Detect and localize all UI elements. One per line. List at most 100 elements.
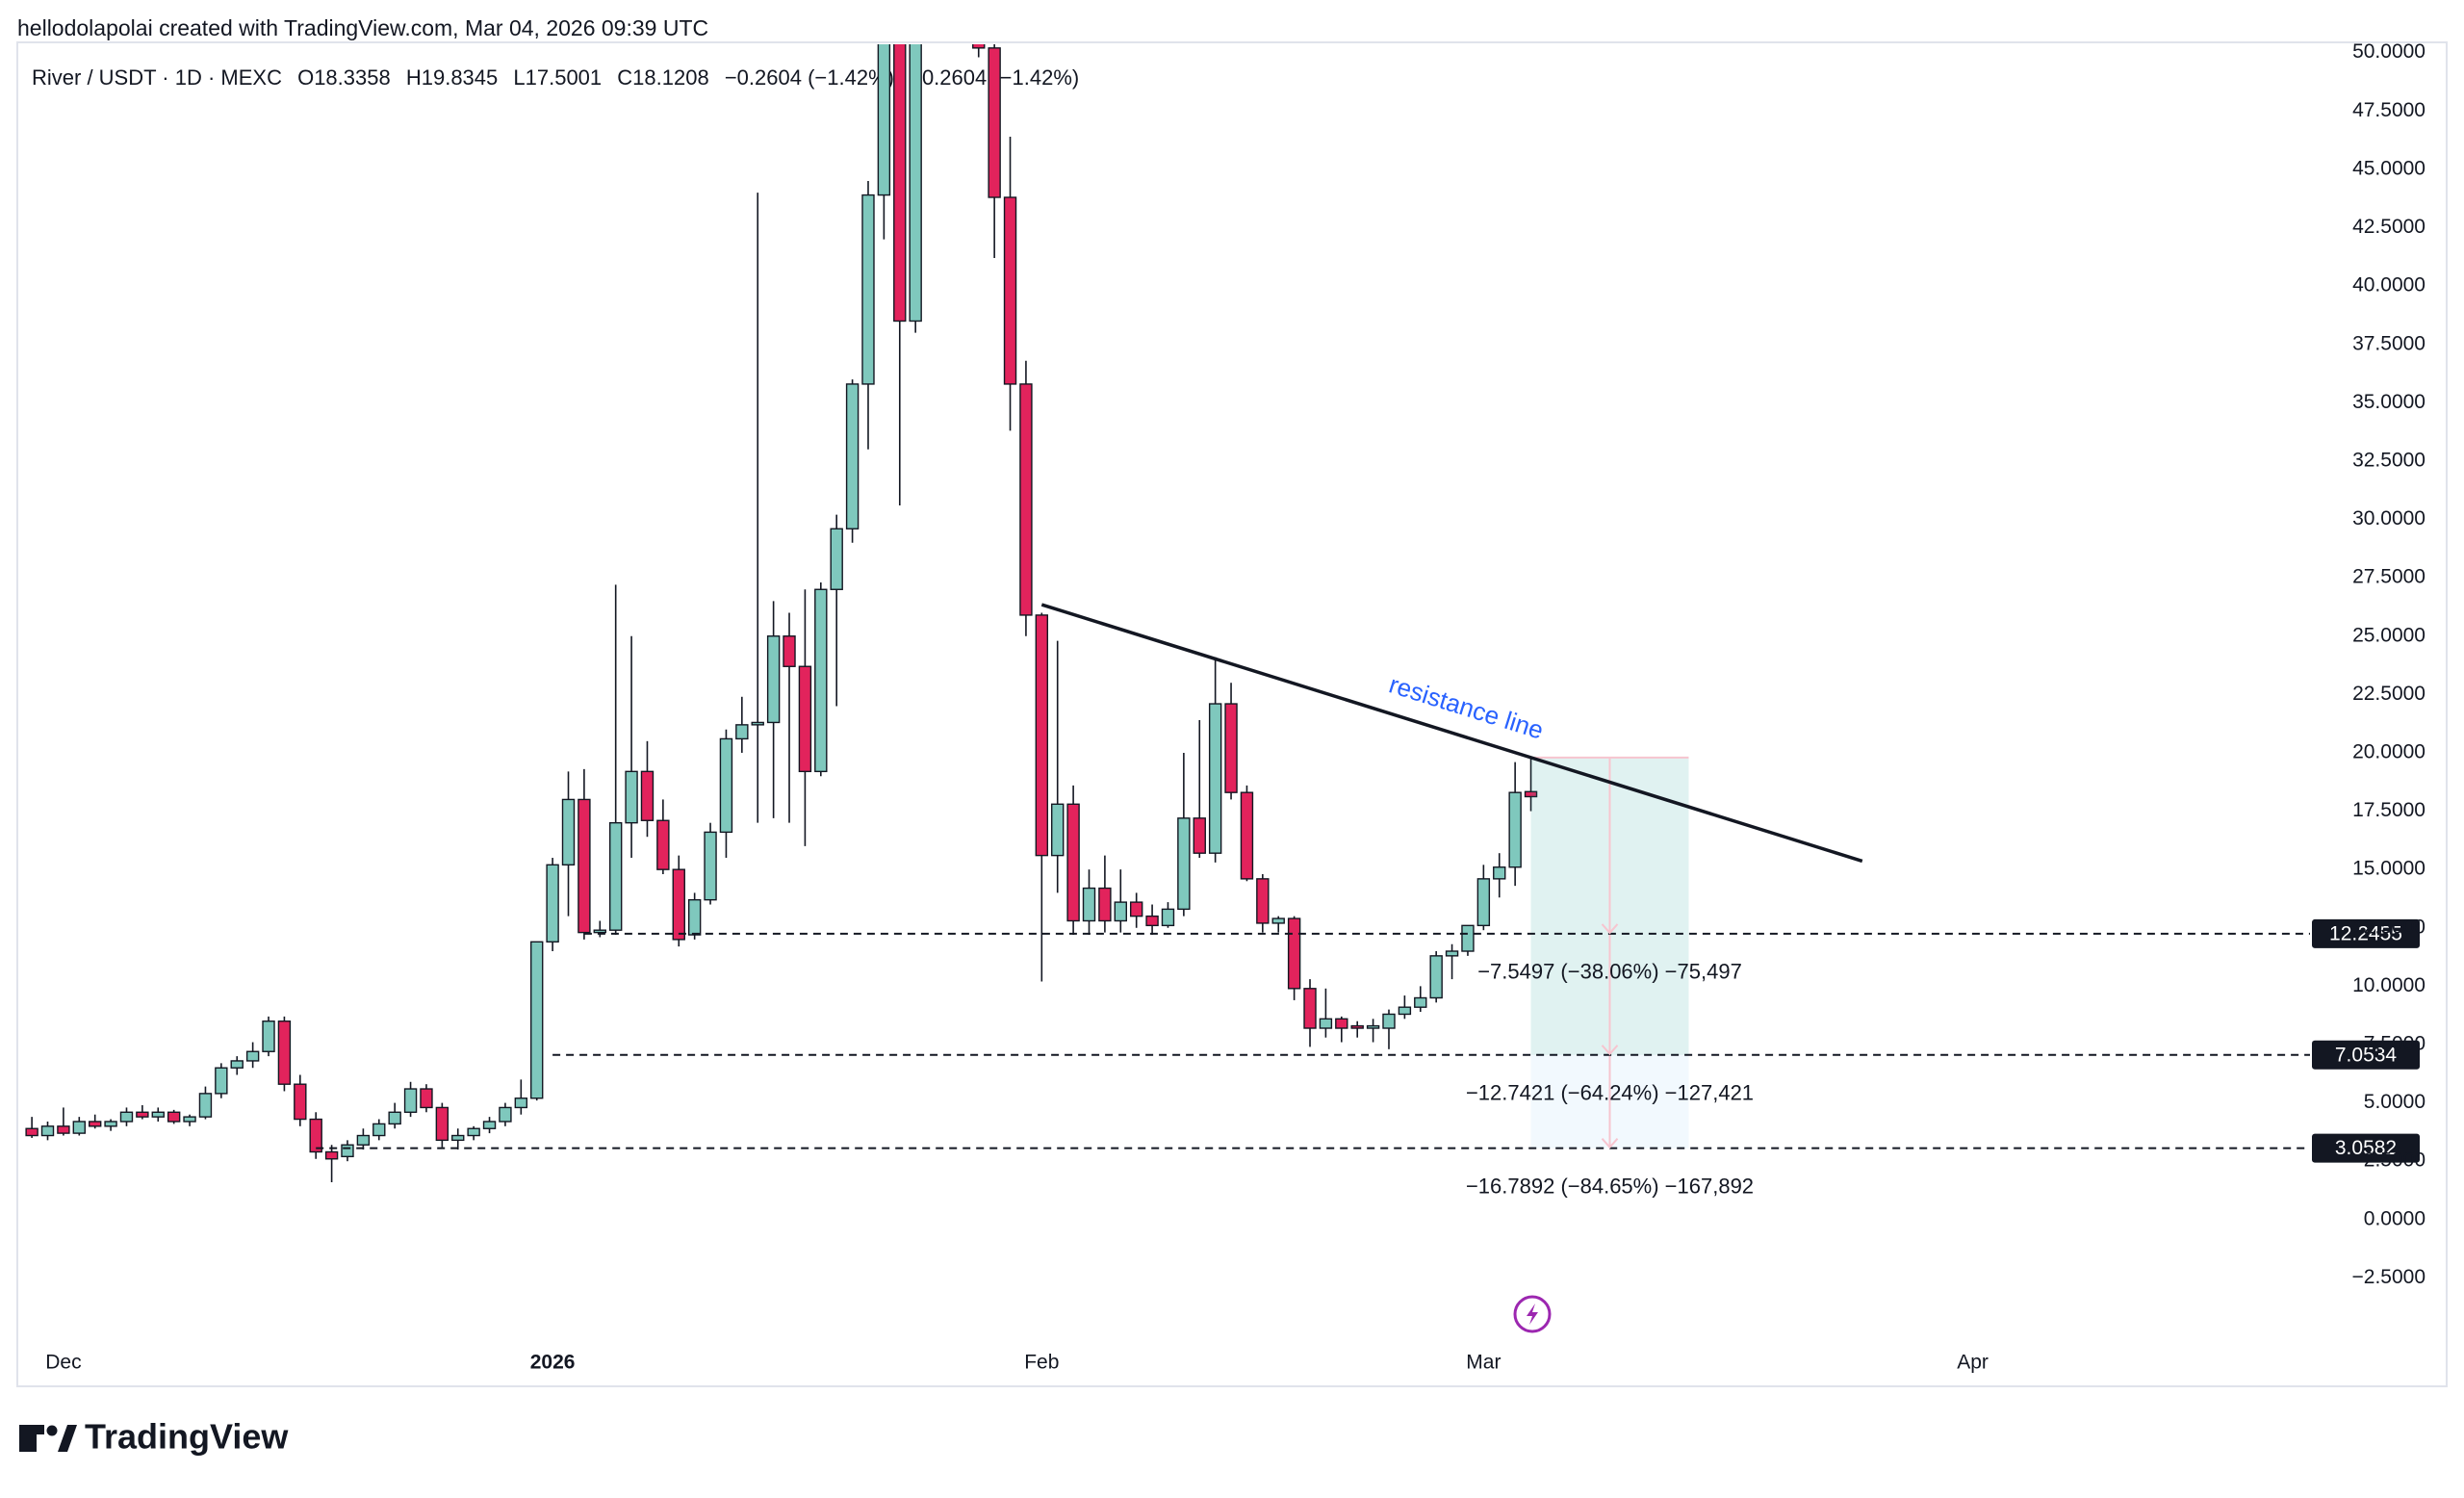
measure-label: −12.7421 (−64.24%) −127,421	[1466, 1081, 1754, 1105]
candle-body	[1461, 924, 1475, 952]
x-tick-label: 2026	[530, 1352, 576, 1374]
candle-body	[119, 1111, 134, 1123]
y-tick-label: 2.5000	[2364, 1149, 2426, 1172]
candle-body	[1335, 1018, 1348, 1029]
x-tick-label: Mar	[1466, 1352, 1501, 1374]
measure-label: −16.7892 (−84.65%) −167,892	[1466, 1174, 1754, 1198]
candle-body	[578, 798, 591, 934]
candle-body	[57, 1125, 70, 1134]
candle-body	[1224, 703, 1238, 793]
candle-body	[25, 1127, 38, 1137]
chart-frame	[16, 41, 2448, 1387]
candle-body	[1003, 196, 1017, 385]
candle-body	[499, 1106, 512, 1123]
candle-body	[1476, 878, 1491, 927]
candle-body	[1193, 817, 1206, 854]
y-tick-label: 22.5000	[2352, 683, 2426, 705]
y-tick-label: 47.5000	[2352, 99, 2426, 121]
candle-body	[167, 1111, 181, 1123]
candle-body	[719, 737, 733, 834]
y-tick-label: 30.0000	[2352, 507, 2426, 529]
brand-logo	[19, 1425, 77, 1452]
candle-body	[957, 0, 968, 6]
y-tick-label: 7.5000	[2364, 1033, 2426, 1055]
candle-body	[1114, 901, 1127, 922]
candle-body	[435, 1106, 449, 1142]
candle-body	[88, 1121, 102, 1127]
replay-icon[interactable]	[1513, 1295, 1552, 1333]
chart-header: hellodolapolai created with TradingView.…	[17, 15, 708, 40]
y-tick-label: 37.5000	[2352, 332, 2426, 354]
y-tick-label: 35.0000	[2352, 391, 2426, 413]
candle-body	[988, 47, 1001, 198]
candle-body	[1066, 803, 1080, 922]
candle-body	[1493, 866, 1506, 880]
candle-body	[1319, 1018, 1333, 1029]
price-label: 12.2455	[2329, 922, 2402, 944]
candle-body	[1208, 703, 1222, 854]
x-tick-label: Dec	[45, 1352, 81, 1374]
candle-body	[403, 1088, 418, 1113]
candle-body	[230, 1060, 244, 1069]
candle-body	[294, 1083, 307, 1121]
candle-body	[1429, 955, 1443, 999]
brand-name: TradingView	[85, 1417, 289, 1457]
candle-body	[1161, 908, 1175, 927]
candle-body	[277, 1020, 292, 1085]
legend-high: H19.8345	[406, 65, 498, 90]
y-tick-label: 40.0000	[2352, 274, 2426, 297]
candle-body	[530, 941, 544, 1099]
candle-body	[372, 1123, 386, 1137]
y-tick-label: 20.0000	[2352, 740, 2426, 762]
y-tick-label: 32.5000	[2352, 449, 2426, 471]
candle-body	[687, 898, 702, 936]
candle-body	[640, 770, 654, 821]
candle-body	[893, 44, 907, 323]
candle-body	[514, 1098, 528, 1109]
candle-body	[151, 1111, 165, 1118]
candle-body	[1398, 1006, 1412, 1016]
trend-line	[1040, 603, 1863, 864]
measure-arrow	[1601, 1137, 1619, 1149]
y-tick-label: −2.5000	[2352, 1266, 2426, 1288]
candle-body	[704, 831, 717, 901]
legend-open: O18.3358	[297, 65, 391, 90]
x-tick-label: Apr	[1957, 1352, 1989, 1374]
y-tick-label: 17.5000	[2352, 799, 2426, 821]
x-tick-label: Feb	[1024, 1352, 1059, 1374]
candle-body	[735, 724, 749, 740]
y-tick-label: 50.0000	[2352, 40, 2426, 63]
candle-body	[656, 819, 670, 870]
candle-body	[420, 1088, 433, 1109]
legend-low: L17.5001	[513, 65, 602, 90]
candle-body	[909, 44, 922, 323]
candle-body	[1445, 950, 1459, 957]
candle-body	[1082, 887, 1096, 922]
candle-body	[972, 44, 986, 49]
candle-body	[845, 383, 860, 529]
candle-body	[198, 1093, 213, 1118]
candle-body	[546, 864, 559, 943]
candle-body	[1350, 1024, 1364, 1029]
candle-body	[1256, 878, 1270, 924]
y-tick-label: 15.0000	[2352, 858, 2426, 880]
price-label-box	[2312, 1040, 2420, 1070]
candle-body	[1145, 915, 1159, 927]
candle-body	[341, 1144, 354, 1158]
candle-body	[1287, 917, 1301, 990]
candle-body	[1177, 817, 1191, 911]
candle-body	[1524, 790, 1538, 798]
candle-body	[1366, 1024, 1380, 1029]
candle-body	[672, 868, 685, 941]
candle-body	[1098, 887, 1112, 922]
plot-area	[25, 0, 1538, 1183]
candle-body	[72, 1121, 86, 1134]
candle-body	[104, 1121, 117, 1127]
y-tick-label: 42.5000	[2352, 216, 2426, 238]
candle-body	[309, 1118, 322, 1153]
price-label: 7.0534	[2335, 1044, 2398, 1066]
candle-body	[1019, 383, 1033, 616]
y-tick-label: 12.5000	[2352, 916, 2426, 938]
legend-change: −0.2604 (−1.42%)	[725, 65, 894, 90]
